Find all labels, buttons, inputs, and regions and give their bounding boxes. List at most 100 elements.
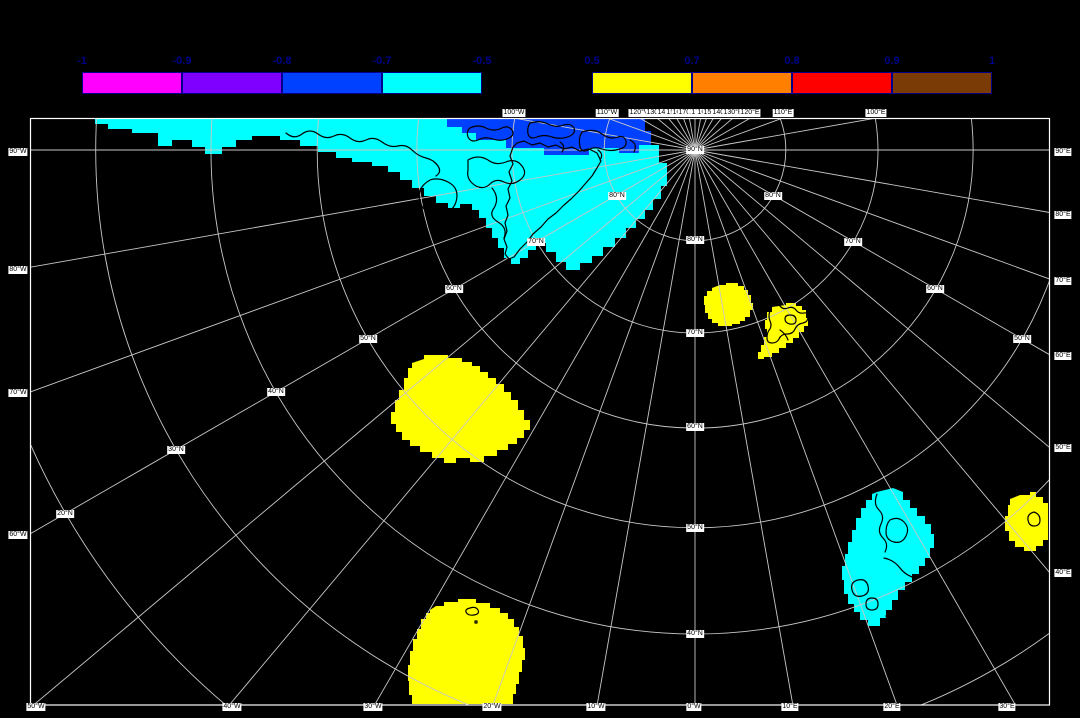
coastline-path bbox=[418, 178, 458, 215]
graticule-label: 50°N bbox=[686, 524, 704, 532]
graticule-label: 40°N bbox=[267, 388, 285, 396]
region-greenland-sea-blob bbox=[704, 283, 753, 326]
graticule-meridian bbox=[492, 149, 696, 705]
colorbar-segment bbox=[182, 72, 282, 94]
coastline-path bbox=[885, 610, 899, 622]
coastline-path bbox=[559, 139, 636, 161]
coastline-path bbox=[766, 303, 809, 344]
graticule-label: 60°N bbox=[445, 285, 463, 293]
colorbar-tick: -1 bbox=[77, 55, 87, 67]
colorbar-tick: 0.7 bbox=[684, 55, 700, 67]
graticule-meridian bbox=[694, 149, 1050, 449]
graticule-label: 20°W bbox=[482, 703, 502, 711]
colorbar-tick: -0.7 bbox=[372, 55, 392, 67]
colorbar-tick: 0.8 bbox=[784, 55, 800, 67]
region-east-edge-blob bbox=[1005, 492, 1048, 551]
colorbar-segment bbox=[692, 72, 792, 94]
graticule-label: 80°N bbox=[764, 192, 782, 200]
map-border bbox=[29, 117, 1051, 706]
graticule-meridian bbox=[694, 149, 1016, 705]
coastline-path bbox=[874, 493, 888, 553]
region-arctic-archipelago-core bbox=[447, 119, 651, 155]
coastline-path bbox=[865, 597, 879, 611]
region-scandinavia-baltic bbox=[842, 488, 934, 626]
colorbar-tick: -0.5 bbox=[472, 55, 492, 67]
graticule-parallel bbox=[210, 118, 1050, 635]
coastline-path bbox=[466, 125, 514, 142]
coastline-path bbox=[285, 130, 441, 177]
graticule-meridian bbox=[30, 149, 696, 535]
graticule-label: 50°N bbox=[1013, 335, 1031, 343]
graticule-label: 60°N bbox=[926, 285, 944, 293]
colorbar-segment bbox=[892, 72, 992, 94]
graticule-label: 140°E bbox=[711, 109, 733, 117]
colorbar-segment bbox=[282, 72, 382, 94]
graticule-label: 60°W bbox=[8, 531, 28, 539]
region-north-america-greenland bbox=[95, 119, 667, 270]
graticule-label: 110°E bbox=[772, 109, 794, 117]
graticule-meridian bbox=[374, 149, 696, 705]
graticule-label: 10°W bbox=[586, 703, 606, 711]
graticule-meridian bbox=[228, 149, 696, 705]
graticule-label: 50°N bbox=[359, 335, 377, 343]
region-svalbard bbox=[758, 303, 808, 359]
coastline-path bbox=[885, 517, 909, 543]
coastline-path bbox=[527, 121, 576, 139]
graticule-meridian bbox=[30, 149, 696, 393]
graticule-label: 10°E bbox=[781, 703, 799, 711]
colorbar-tick: -0.8 bbox=[272, 55, 292, 67]
graticule-label: 70°E bbox=[1054, 277, 1072, 285]
graticule-meridian bbox=[694, 149, 898, 705]
coastline-path bbox=[578, 129, 627, 152]
graticule-label: 60°E bbox=[1054, 352, 1072, 360]
graticule-meridian bbox=[596, 149, 696, 705]
graticule-label: 40°W bbox=[222, 703, 242, 711]
coastline-path bbox=[779, 314, 797, 341]
graticule-label: 30°E bbox=[998, 703, 1016, 711]
graticule-label: 80°N bbox=[686, 236, 704, 244]
graticule-meridian bbox=[32, 149, 696, 705]
colorbar-tick: 0.9 bbox=[884, 55, 900, 67]
region-north-atlantic-blob bbox=[391, 355, 530, 463]
graticule-label: 20°N bbox=[56, 510, 74, 518]
graticule-meridian bbox=[694, 149, 1050, 213]
graticule-label: 20°E bbox=[883, 703, 901, 711]
graticule-label: 80°E bbox=[1054, 211, 1072, 219]
graticule-label: 90°E bbox=[1054, 148, 1072, 156]
graticule-parallel bbox=[95, 118, 1050, 705]
coastline-path bbox=[883, 557, 917, 579]
coastline-path bbox=[465, 606, 480, 616]
graticule-label: 30°W bbox=[363, 703, 383, 711]
graticule-label: 0°W bbox=[686, 703, 702, 711]
colorbar-tick: 0.5 bbox=[584, 55, 600, 67]
graticule-label: 80°W bbox=[8, 266, 28, 274]
graticule-label: 110°W bbox=[595, 109, 619, 117]
region-subtropical-atlantic bbox=[408, 599, 525, 704]
colorbar-positive bbox=[592, 72, 992, 94]
coastline-path bbox=[491, 187, 506, 239]
coastline-path bbox=[467, 156, 526, 189]
graticule-label: 50°E bbox=[1054, 444, 1072, 452]
coastlines bbox=[285, 121, 1041, 624]
graticule-label: 90°N bbox=[686, 146, 704, 154]
coastline-path bbox=[503, 140, 602, 260]
graticule-meridian bbox=[694, 149, 1050, 280]
coastline-path bbox=[1027, 511, 1041, 527]
graticule-label: 70°N bbox=[844, 238, 862, 246]
graticule-label: 130°E bbox=[722, 109, 744, 117]
graticule-label: 40°E bbox=[1054, 569, 1072, 577]
graticule-label: 70°N bbox=[527, 238, 545, 246]
colorbar-tick: 1 bbox=[988, 55, 996, 67]
colorbar-segment bbox=[592, 72, 692, 94]
graticule-label: 100°W bbox=[502, 109, 526, 117]
colorbar-segment bbox=[792, 72, 892, 94]
graticule-label: 90°W bbox=[8, 148, 28, 156]
colorbar-tick: -0.9 bbox=[172, 55, 192, 67]
coastline-path bbox=[851, 579, 869, 597]
graticule-label: 100°E bbox=[865, 109, 887, 117]
graticule-meridian bbox=[694, 149, 794, 705]
